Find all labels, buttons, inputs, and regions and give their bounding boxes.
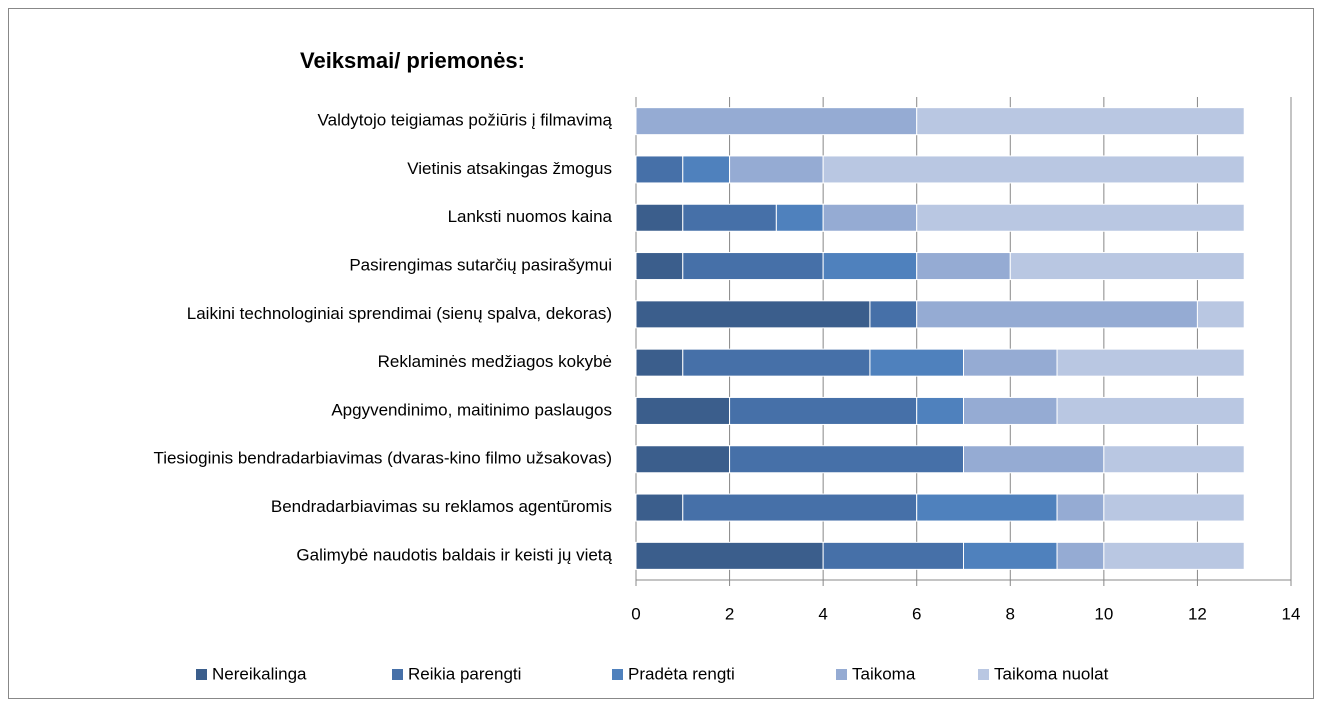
y-tick-label: Valdytojo teigiamas požiūris į filmavimą [318,111,613,130]
bar-segment [1056,348,1245,377]
bar-segment [1103,493,1245,522]
x-tick-label: 2 [725,604,734,623]
bar-segment [916,252,1011,281]
bar-segment [682,252,824,281]
bar-segment [1056,396,1245,425]
y-tick-label: Apgyvendinimo, maitinimo paslaugos [331,400,612,419]
bar-segment [729,155,824,184]
bar-segment [635,396,731,425]
bar-segment [916,107,1245,136]
bar-segment [635,203,684,232]
bar-segment [729,445,964,474]
bar-segment [635,155,684,184]
legend-swatch [196,669,207,680]
bar-segment [916,493,1058,522]
legend-label: Taikoma nuolat [994,664,1109,683]
y-tick-label: Bendradarbiavimas su reklamos agentūromi… [271,497,612,516]
legend-label: Taikoma [852,664,916,683]
bar-segment [775,203,824,232]
bar-segment [963,396,1058,425]
x-tick-label: 10 [1094,604,1113,623]
x-tick-label: 0 [631,604,640,623]
bar-segment [635,300,871,329]
bar-segment [1056,493,1105,522]
bar-segment [1009,252,1245,281]
bar-segment [729,396,918,425]
bar-segment [963,541,1058,570]
y-tick-label: Vietinis atsakingas žmogus [407,159,612,178]
bar-segment [1056,541,1105,570]
bar-segment [635,252,684,281]
bar-segment [1103,541,1245,570]
bar-segment [869,300,918,329]
x-tick-label: 6 [912,604,921,623]
legend-label: Reikia parengti [408,664,521,683]
legend-swatch [612,669,623,680]
bar-segment [822,155,1245,184]
bar-segment [963,348,1058,377]
bar-segment [682,203,777,232]
bar-segment [635,445,731,474]
y-tick-label: Tiesioginis bendradarbiavimas (dvaras-ki… [153,449,612,468]
bar-segment [635,107,918,136]
bar-segment [635,541,824,570]
y-tick-label: Galimybė naudotis baldais ir keisti jų v… [296,545,612,564]
x-tick-label: 14 [1282,604,1301,623]
bar-segment [1103,445,1245,474]
bar-segment [916,396,965,425]
legend-swatch [392,669,403,680]
bar-segment [682,493,918,522]
x-tick-label: 12 [1188,604,1207,623]
bar-segment [869,348,965,377]
bar-segment [916,203,1245,232]
y-tick-label: Lanksti nuomos kaina [448,207,613,226]
bar-segment [822,252,918,281]
x-tick-label: 4 [818,604,827,623]
bar-segment [1196,300,1245,329]
y-tick-label: Laikini technologiniai sprendimai (sienų… [187,304,612,323]
legend-label: Nereikalinga [212,664,307,683]
bar-segment [682,348,871,377]
bar-segment [916,300,1198,329]
legend-swatch [836,669,847,680]
legend-label: Pradėta rengti [628,664,735,683]
bar-segment [963,445,1105,474]
chart-title: Veiksmai/ priemonės: [300,48,525,73]
legend-swatch [978,669,989,680]
y-tick-label: Reklaminės medžiagos kokybė [378,352,612,371]
bar-segment [822,203,918,232]
y-tick-label: Pasirengimas sutarčių pasirašymui [349,256,612,275]
bar-segment [635,348,684,377]
bar-segment [682,155,731,184]
x-tick-label: 8 [1006,604,1015,623]
bar-segment [635,493,684,522]
bar-segment [822,541,965,570]
